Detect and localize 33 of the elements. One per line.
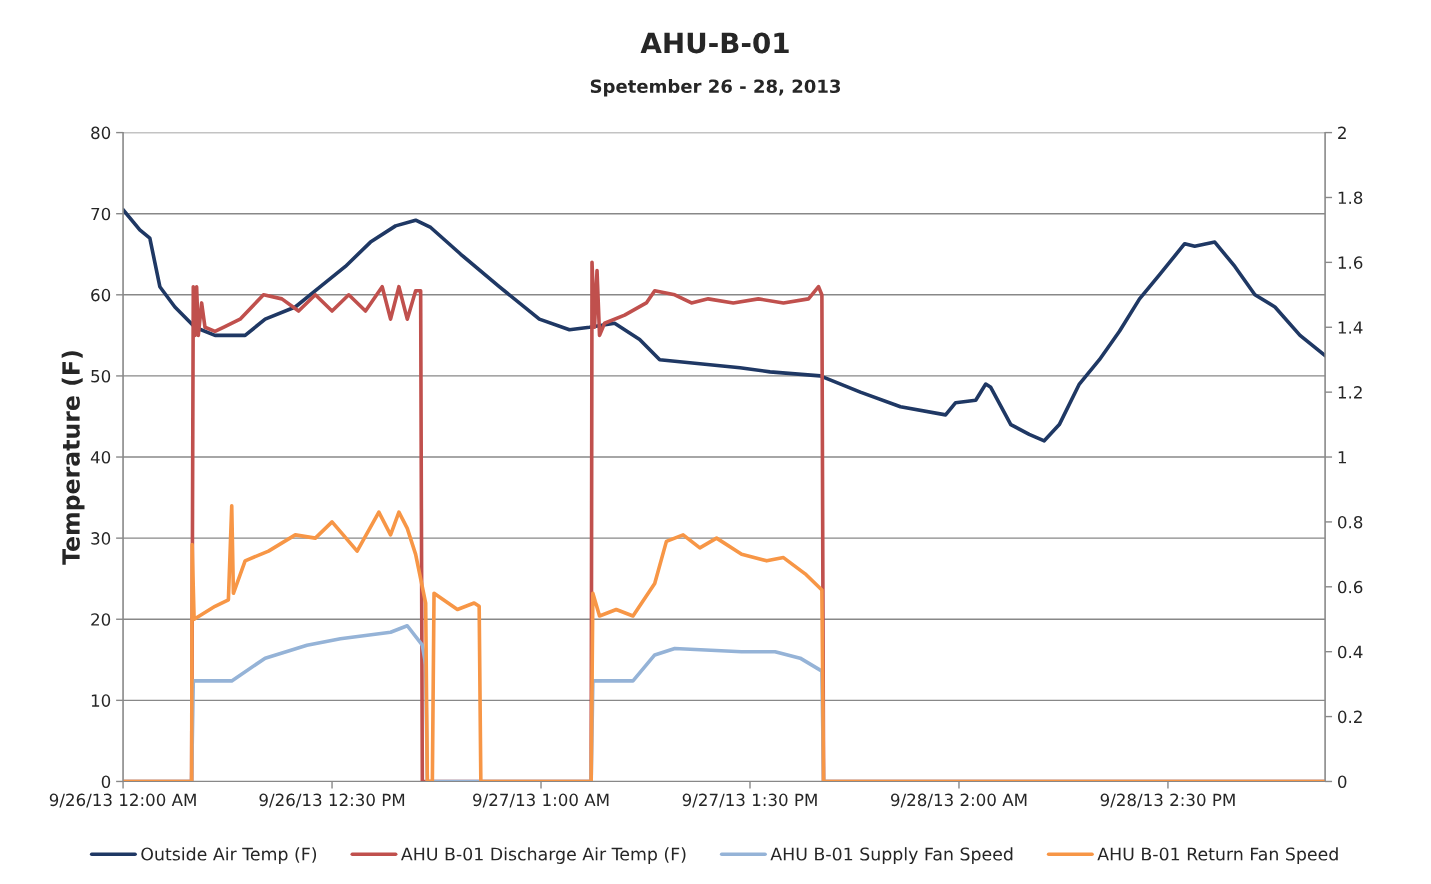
y2-tick-label: 0.6 [1338, 580, 1363, 594]
y2-tick-label: 0.4 [1338, 645, 1363, 659]
y-tick-label: 60 [91, 288, 111, 302]
legend-label: Outside Air Temp (F) [141, 847, 317, 864]
y2-tick-label: 1 [1338, 451, 1346, 464]
chart-title: AHU-B-01 [640, 32, 789, 54]
y2-tick-label: 1.8 [1338, 191, 1363, 205]
y-tick-label: 80 [91, 126, 111, 140]
y2-tick-label: 1.4 [1338, 321, 1363, 334]
y2-tick-label: 0.8 [1338, 515, 1363, 529]
y2-tick-label: 2 [1338, 126, 1346, 139]
y-tick-label: 10 [91, 694, 111, 707]
y-tick-label: 0 [101, 775, 111, 789]
y-tick-label: 40 [90, 450, 111, 464]
y-tick-label: 20 [91, 613, 111, 626]
y2-tick-label: 1.2 [1338, 386, 1362, 399]
x-tick-label: 9/27/13 1:30 PM [682, 793, 817, 808]
legend-label: AHU B-01 Discharge Air Temp (F) [401, 847, 686, 864]
y-tick-label: 50 [91, 369, 111, 383]
chart-subtitle: Spetember 26 - 28, 2013 [590, 79, 841, 97]
legend-label: AHU B-01 Return Fan Speed [1097, 847, 1338, 864]
y-axis-title: Temperature (F) [61, 351, 85, 565]
y2-tick-label: 0.2 [1338, 710, 1362, 724]
y-tick-label: 70 [91, 207, 111, 221]
y2-tick-label: 0 [1338, 775, 1347, 789]
x-tick-label: 9/27/13 1:00 AM [473, 793, 609, 808]
x-tick-label: 9/26/13 12:30 PM [259, 793, 405, 808]
x-tick-label: 9/26/13 12:00 AM [49, 793, 196, 808]
legend-label: AHU B-01 Supply Fan Speed [770, 847, 1013, 864]
y-tick-label: 30 [91, 532, 111, 545]
x-tick-label: 9/28/13 2:00 AM [891, 793, 1027, 808]
y2-tick-label: 1.6 [1338, 256, 1363, 269]
x-tick-label: 9/28/13 2:30 PM [1100, 793, 1235, 808]
